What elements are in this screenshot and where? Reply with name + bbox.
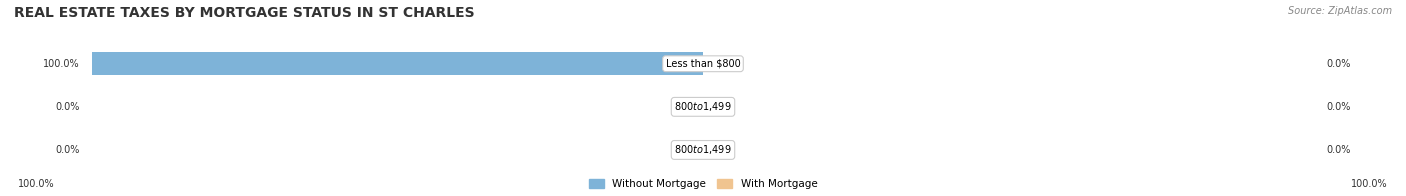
Text: 0.0%: 0.0% xyxy=(1326,102,1351,112)
Text: 100.0%: 100.0% xyxy=(1351,179,1388,189)
Text: REAL ESTATE TAXES BY MORTGAGE STATUS IN ST CHARLES: REAL ESTATE TAXES BY MORTGAGE STATUS IN … xyxy=(14,6,475,20)
Text: $800 to $1,499: $800 to $1,499 xyxy=(675,100,731,113)
Text: 0.0%: 0.0% xyxy=(55,145,80,155)
Text: 100.0%: 100.0% xyxy=(42,59,80,69)
Text: Source: ZipAtlas.com: Source: ZipAtlas.com xyxy=(1288,6,1392,16)
Legend: Without Mortgage, With Mortgage: Without Mortgage, With Mortgage xyxy=(589,179,817,189)
Text: 0.0%: 0.0% xyxy=(1326,59,1351,69)
Text: 0.0%: 0.0% xyxy=(55,102,80,112)
Text: 100.0%: 100.0% xyxy=(18,179,55,189)
Text: $800 to $1,499: $800 to $1,499 xyxy=(675,143,731,156)
Bar xyxy=(91,52,703,75)
Text: 0.0%: 0.0% xyxy=(1326,145,1351,155)
Text: Less than $800: Less than $800 xyxy=(665,59,741,69)
